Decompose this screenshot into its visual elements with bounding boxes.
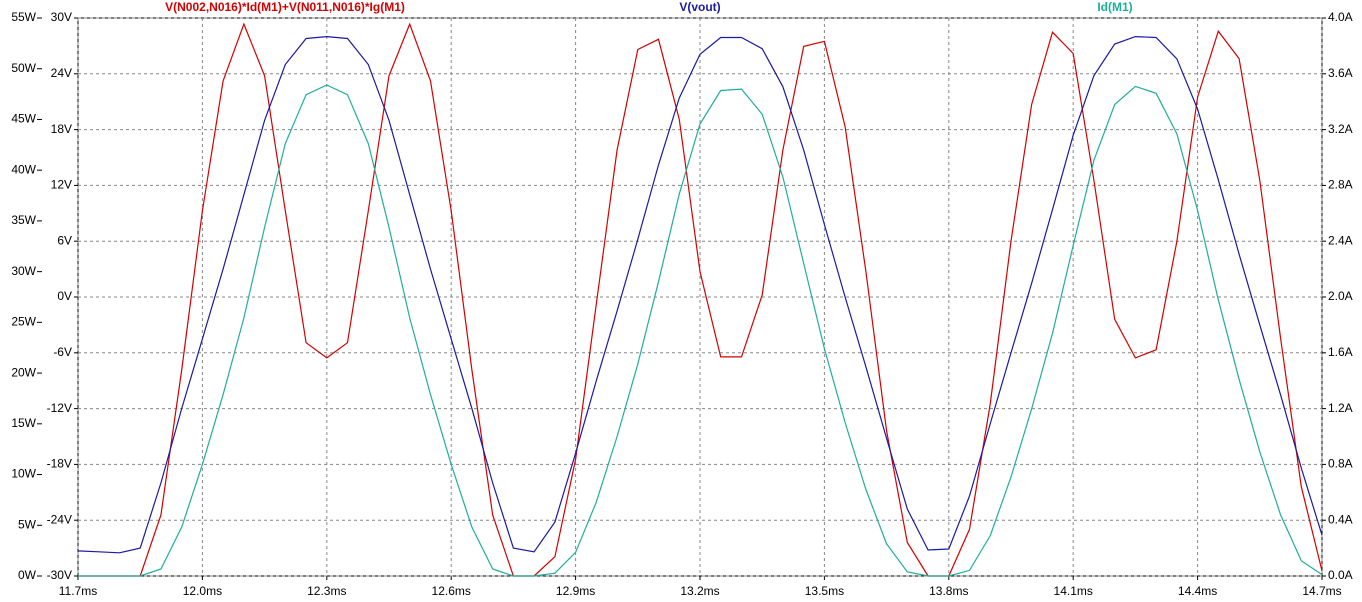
y2-tick-label: 4.0A	[1328, 10, 1353, 24]
y-tick-label: 30V	[51, 10, 72, 24]
legend-label: Id(M1)	[1097, 0, 1132, 14]
x-tick-label: 13.8ms	[929, 584, 968, 598]
legend-label: V(N002,N016)*Id(M1)+V(N011,N016)*Ig(M1)	[165, 0, 405, 14]
x-tick-label: 14.4ms	[1178, 584, 1217, 598]
y-tick-label: 0V	[57, 289, 72, 303]
y3-tick-label: 10W	[11, 467, 36, 481]
y2-tick-label: 0.4A	[1328, 512, 1353, 526]
y2-tick-label: 3.6A	[1328, 66, 1353, 80]
y3-tick-label: 30W	[11, 264, 36, 278]
x-tick-label: 14.7ms	[1302, 584, 1341, 598]
x-tick-label: 12.9ms	[556, 584, 595, 598]
y-tick-label: -24V	[47, 512, 72, 526]
y-tick-label: -12V	[47, 401, 72, 415]
y-tick-label: -18V	[47, 457, 72, 471]
y2-tick-label: 2.0A	[1328, 289, 1353, 303]
y2-tick-label: 0.0A	[1328, 568, 1353, 582]
y3-tick-label: 45W	[11, 112, 36, 126]
x-tick-label: 12.3ms	[307, 584, 346, 598]
x-tick-label: 14.1ms	[1054, 584, 1093, 598]
y3-tick-label: 40W	[11, 162, 36, 176]
y3-tick-label: 35W	[11, 213, 36, 227]
y-tick-label: -30V	[47, 568, 72, 582]
y-tick-label: 24V	[51, 66, 72, 80]
y2-tick-label: 1.2A	[1328, 401, 1353, 415]
y3-tick-label: 20W	[11, 365, 36, 379]
y3-tick-label: 55W	[11, 10, 36, 24]
x-tick-label: 12.0ms	[183, 584, 222, 598]
x-tick-label: 13.2ms	[680, 584, 719, 598]
y2-tick-label: 2.4A	[1328, 233, 1353, 247]
y-tick-label: 18V	[51, 122, 72, 136]
y2-tick-label: 3.2A	[1328, 122, 1353, 136]
y3-tick-label: 50W	[11, 61, 36, 75]
series-line	[78, 22, 1323, 577]
y3-tick-label: 5W	[18, 517, 37, 531]
y3-tick-label: 25W	[11, 315, 36, 329]
y-tick-label: 6V	[57, 233, 72, 247]
y3-tick-label: 0W	[18, 568, 37, 582]
x-tick-label: 12.6ms	[432, 584, 471, 598]
y-tick-label: -6V	[53, 345, 72, 359]
y2-tick-label: 2.8A	[1328, 178, 1353, 192]
y-tick-label: 12V	[51, 178, 72, 192]
x-tick-label: 13.5ms	[805, 584, 844, 598]
legend-label: V(vout)	[679, 0, 720, 14]
series-line	[78, 84, 1323, 577]
y3-tick-label: 15W	[11, 416, 36, 430]
y2-tick-label: 0.8A	[1328, 457, 1353, 471]
series-line	[77, 35, 1323, 554]
y2-tick-label: 1.6A	[1328, 345, 1353, 359]
x-tick-label: 11.7ms	[59, 584, 97, 598]
